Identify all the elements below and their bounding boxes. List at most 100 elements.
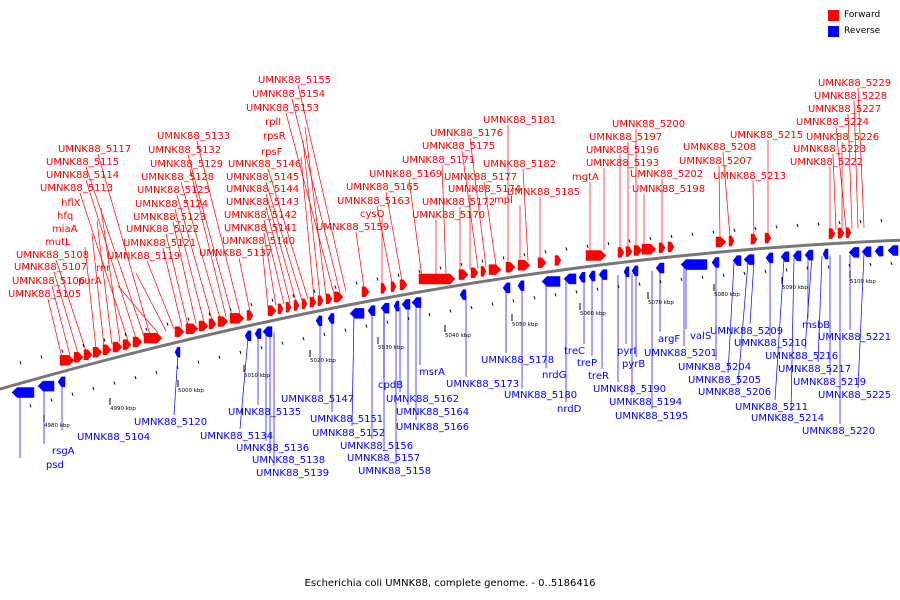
backbone-dash <box>533 296 536 300</box>
label-leader <box>53 271 79 354</box>
forward-gene-label: UMNK88_5176 <box>430 128 503 139</box>
forward-gene-label: UMNK88_5114 <box>46 170 119 181</box>
backbone-dash <box>29 404 32 408</box>
forward-gene-label: UMNK88_5141 <box>224 223 297 234</box>
scale-tick-label: 5000 kbp <box>178 388 204 394</box>
label-leader <box>238 257 251 312</box>
forward-gene-arrow <box>132 336 143 348</box>
scale-ticks: 4980 kbp 4990 kbp 5000 kbp 5010 kbp 5020 kbp… <box>19 218 893 429</box>
reverse-gene-arrow <box>254 328 262 339</box>
forward-gene-arrow <box>641 244 657 255</box>
forward-gene-label: UMNK88_5174 <box>448 184 521 195</box>
forward-gene-label: UMNK88_5128 <box>141 172 214 183</box>
reverse-gene-label: UMNK88_5147 <box>281 394 354 405</box>
forward-gene-label: UMNK88_5227 <box>808 104 881 115</box>
forward-gene-label: UMNK88_5202 <box>630 169 703 180</box>
forward-gene-arrow <box>208 318 217 330</box>
backbone-dash <box>61 349 64 353</box>
forward-gene-arrow <box>246 310 254 321</box>
backbone-dash <box>407 316 410 320</box>
scale-tick-label: 4990 kbp <box>110 406 136 412</box>
label-leader <box>291 98 341 293</box>
forward-gene-label: UMNK88_5140 <box>222 236 295 247</box>
backbone-dash <box>40 355 43 359</box>
reverse-gene-arrow <box>11 387 35 398</box>
reverse-gene-arrow <box>598 269 608 280</box>
forward-gene-arrow <box>585 250 607 261</box>
label-leader <box>85 179 137 339</box>
reverse-gene-label: treC <box>564 346 585 357</box>
forward-gene-label: UMNK88_5117 <box>58 144 131 155</box>
reverse-gene-arrow <box>517 280 525 291</box>
backbone-dash <box>659 279 662 284</box>
reverse-gene-arrow <box>327 313 335 324</box>
label-leader <box>135 272 167 332</box>
backbone-dash <box>313 289 316 294</box>
scale-tick-label: 5070 kbp <box>648 300 674 306</box>
backbone-dash <box>376 277 379 281</box>
label-leader <box>718 165 721 239</box>
backbone-dash <box>512 299 515 303</box>
label-leader <box>297 84 347 292</box>
genome-backbone <box>0 238 900 391</box>
forward-gene-label: UMNK88_5125 <box>137 185 210 196</box>
forward-gene-label: UMNK88_5196 <box>586 145 659 156</box>
backbone-dash <box>470 305 473 310</box>
forward-gene-arrow <box>537 257 547 268</box>
backbone-dash <box>386 320 389 324</box>
forward-gene-label: UMNK88_5132 <box>148 145 221 156</box>
forward-gene-label: rplI <box>265 117 281 128</box>
reverse-gene-label: UMNK88_5206 <box>698 387 771 398</box>
label-leader <box>522 168 529 261</box>
forward-gene-label: UMNK88_5208 <box>683 142 756 153</box>
forward-gene-arrow <box>217 316 229 327</box>
reverse-gene-arrow <box>848 247 860 258</box>
label-leader <box>172 221 197 324</box>
label-leader <box>165 233 189 326</box>
backbone-dash <box>134 375 137 380</box>
backbone-dash <box>260 346 263 350</box>
forward-gene-arrow <box>418 273 456 285</box>
backbone-dash <box>71 392 74 396</box>
reverse-gene-arrow <box>780 251 790 263</box>
backbone-dash <box>880 218 883 223</box>
label-leader <box>239 337 249 430</box>
backbone-dash <box>743 271 746 276</box>
forward-gene-label: UMNK88_5171 <box>402 155 475 166</box>
backbone-dash <box>439 266 442 270</box>
forward-gene-label: UMNK88_5143 <box>226 197 299 208</box>
backbone-dash <box>229 307 232 312</box>
reverse-gene-arrow <box>804 249 814 261</box>
reverse-gene-label: UMNK88_5162 <box>386 394 459 405</box>
reverse-gene-label: UMNK88_5214 <box>751 413 824 424</box>
label-leader <box>174 208 205 322</box>
backbone-dash <box>365 324 368 328</box>
forward-gene-label: UMNK88_5105 <box>8 289 81 300</box>
reverse-gene-label: UMNK88_5220 <box>802 426 875 437</box>
forward-gene-label: UMNK88_5229 <box>818 78 891 89</box>
legend-item-reverse: Reverse <box>828 24 890 38</box>
forward-gene-arrow <box>517 260 531 271</box>
reverse-gene-arrow <box>315 315 323 327</box>
label-leader <box>189 168 227 317</box>
forward-gene-label: UMNK88_5213 <box>713 171 786 182</box>
backbone-dash <box>502 256 505 260</box>
backbone-dash <box>869 262 872 267</box>
backbone-dash <box>722 273 725 277</box>
scale-tick-label: 5060 kbp <box>580 311 606 317</box>
backbone-dash <box>607 241 610 246</box>
forward-gene-arrow <box>470 267 479 279</box>
reverse-gene-label: UMNK88_5194 <box>609 397 682 408</box>
forward-gene-arrow <box>617 247 625 258</box>
label-leader <box>835 126 847 229</box>
reverse-gene-label: pyrI <box>617 346 636 357</box>
forward-gene-arrow <box>277 303 284 315</box>
forward-gene-arrow <box>325 293 333 305</box>
forward-gene-arrow <box>317 295 324 306</box>
forward-gene-label: UMNK88_5193 <box>586 158 659 169</box>
label-leader <box>84 246 97 349</box>
label-leader <box>265 193 297 302</box>
forward-gene-arrow <box>309 296 317 308</box>
backbone-dash <box>649 236 652 241</box>
